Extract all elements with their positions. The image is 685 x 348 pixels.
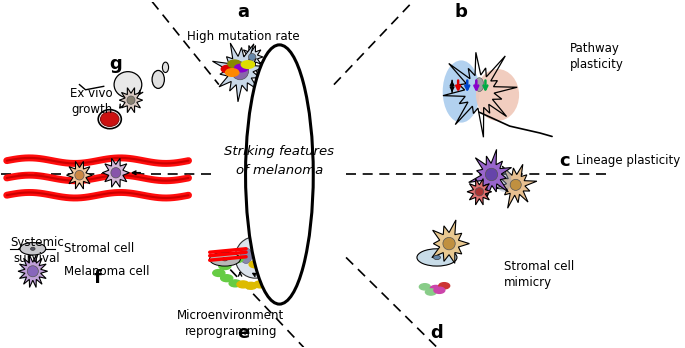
Polygon shape <box>495 164 537 208</box>
Circle shape <box>228 60 241 68</box>
Polygon shape <box>66 161 92 189</box>
Circle shape <box>439 283 449 289</box>
Ellipse shape <box>260 71 269 80</box>
Ellipse shape <box>417 249 457 266</box>
Circle shape <box>219 263 231 270</box>
Ellipse shape <box>443 61 479 122</box>
Polygon shape <box>469 149 512 197</box>
Polygon shape <box>241 46 263 69</box>
Text: Systemic
survival: Systemic survival <box>10 236 64 265</box>
Circle shape <box>254 281 266 288</box>
Circle shape <box>249 261 261 268</box>
Ellipse shape <box>240 248 252 263</box>
Ellipse shape <box>20 243 46 255</box>
Ellipse shape <box>245 45 313 304</box>
Circle shape <box>241 61 255 68</box>
Ellipse shape <box>75 170 84 180</box>
Text: g: g <box>110 55 122 73</box>
Ellipse shape <box>152 70 164 88</box>
Polygon shape <box>212 43 265 102</box>
Ellipse shape <box>210 252 240 266</box>
Ellipse shape <box>222 258 227 261</box>
Circle shape <box>425 289 436 295</box>
Circle shape <box>434 287 445 293</box>
Text: Stromal cell: Stromal cell <box>64 242 134 255</box>
Polygon shape <box>119 88 142 113</box>
Circle shape <box>245 282 257 289</box>
Ellipse shape <box>235 237 275 278</box>
Text: Stromal cell
mimicry: Stromal cell mimicry <box>503 260 574 289</box>
Polygon shape <box>102 158 129 187</box>
Ellipse shape <box>475 78 484 92</box>
Ellipse shape <box>98 110 121 129</box>
Text: b: b <box>455 3 468 21</box>
Ellipse shape <box>475 188 484 196</box>
Ellipse shape <box>114 72 142 97</box>
Ellipse shape <box>496 168 511 192</box>
Polygon shape <box>467 179 492 205</box>
Ellipse shape <box>31 247 35 250</box>
Circle shape <box>221 65 234 73</box>
Circle shape <box>225 69 239 76</box>
Ellipse shape <box>476 69 519 121</box>
Ellipse shape <box>127 96 135 104</box>
Circle shape <box>229 280 241 287</box>
Text: High mutation rate: High mutation rate <box>187 30 299 43</box>
Text: a: a <box>237 3 249 21</box>
Circle shape <box>261 258 273 264</box>
Text: Microenvironment
reprogramming: Microenvironment reprogramming <box>177 309 284 338</box>
Circle shape <box>263 276 275 283</box>
Circle shape <box>419 284 430 290</box>
Text: Pathway
plasticity: Pathway plasticity <box>570 42 624 71</box>
Text: Melanoma cell: Melanoma cell <box>64 265 150 278</box>
Ellipse shape <box>249 54 256 61</box>
Circle shape <box>213 270 225 276</box>
Text: e: e <box>237 324 249 342</box>
Polygon shape <box>432 220 469 263</box>
Ellipse shape <box>21 263 29 280</box>
Circle shape <box>237 281 249 288</box>
Ellipse shape <box>232 62 249 80</box>
Circle shape <box>271 271 283 278</box>
Text: Lineage plasticity: Lineage plasticity <box>576 154 681 167</box>
Ellipse shape <box>27 266 38 277</box>
Ellipse shape <box>443 237 456 250</box>
Circle shape <box>231 256 243 263</box>
Polygon shape <box>251 62 277 90</box>
Ellipse shape <box>101 112 119 126</box>
Circle shape <box>221 275 233 282</box>
Polygon shape <box>18 255 47 287</box>
Circle shape <box>430 285 441 292</box>
Circle shape <box>234 64 248 72</box>
Ellipse shape <box>510 179 521 190</box>
Ellipse shape <box>111 168 121 178</box>
Ellipse shape <box>162 62 169 72</box>
Ellipse shape <box>434 255 440 260</box>
Text: Ex vivo
growth: Ex vivo growth <box>71 87 113 116</box>
Text: Striking features
of melanoma: Striking features of melanoma <box>225 145 334 177</box>
Text: d: d <box>431 324 443 342</box>
Ellipse shape <box>485 168 497 181</box>
Text: f: f <box>94 269 101 287</box>
Text: c: c <box>559 152 569 170</box>
